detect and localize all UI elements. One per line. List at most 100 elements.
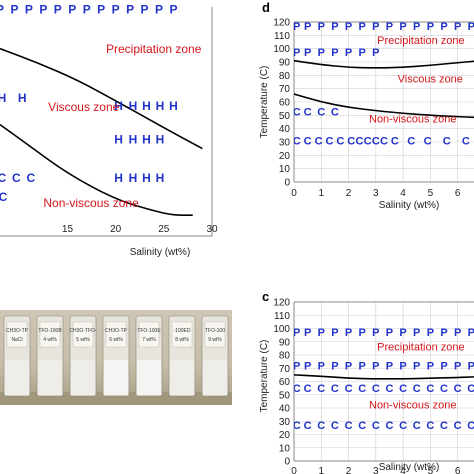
data-point-c: C [0, 190, 8, 204]
x-axis-label: Salinity (wt%) [379, 462, 440, 473]
data-point-h: H [129, 171, 138, 185]
data-point-p: P [97, 2, 105, 16]
data-point-p: P [372, 21, 379, 33]
phase-boundary-curve [0, 47, 203, 150]
data-point-c: C [413, 383, 421, 395]
vial-sticker [204, 321, 226, 348]
data-point-p: P [468, 327, 474, 339]
data-point-c: C [27, 171, 36, 185]
x-tick-label: 0 [291, 466, 297, 474]
data-point-c: C [380, 136, 388, 148]
vial: TFO-100B 4 wt% [36, 315, 64, 397]
data-point-h: H [156, 171, 165, 185]
data-point-c: C [364, 136, 372, 148]
data-point-p: P [169, 2, 177, 16]
vial-label-name: TFO-100B [38, 328, 62, 334]
data-point-p: P [399, 21, 406, 33]
data-point-p: P [454, 21, 461, 33]
data-point-p: P [126, 2, 134, 16]
vial-sticker [72, 321, 94, 348]
x-tick-label: 6 [455, 466, 461, 474]
y-tick-label: 0 [284, 457, 290, 468]
vial-liquid [5, 360, 29, 395]
data-point-h: H [142, 99, 151, 113]
data-point-h: H [169, 99, 178, 113]
data-point-p: P [318, 327, 325, 339]
data-point-p: P [141, 2, 149, 16]
data-point-p: P [68, 2, 76, 16]
data-point-c: C [372, 383, 380, 395]
data-point-c: C [304, 136, 312, 148]
data-point-p: P [386, 21, 393, 33]
data-point-p: P [440, 361, 447, 373]
data-point-p: P [372, 47, 379, 59]
y-tick-label: 70 [279, 84, 291, 95]
x-axis-label: Salinity (wt%) [130, 247, 191, 258]
data-point-p: P [468, 361, 474, 373]
y-tick-label: 100 [273, 324, 290, 335]
data-point-c: C [293, 136, 301, 148]
data-point-p: P [293, 21, 300, 33]
data-point-c: C [467, 383, 474, 395]
data-point-p: P [468, 21, 474, 33]
y-tick-label: 40 [279, 124, 291, 135]
data-point-p: P [359, 21, 366, 33]
vial-sticker [171, 321, 193, 348]
vial: CH3O-TFO- 5 wt% [69, 315, 97, 397]
data-point-c: C [293, 383, 301, 395]
plot-area: PPPPPPPPPPPPPHHHHHHHHHHHHHHHCCCCPrecipit… [0, 2, 203, 216]
data-point-h: H [142, 171, 151, 185]
data-point-c: C [331, 420, 339, 432]
data-point-c: C [345, 383, 353, 395]
vial-label-concentration: NaCl [11, 337, 22, 343]
vial: CH3O-TP 6 wt% [102, 315, 130, 397]
vial: -100ED 8 wt% [168, 315, 196, 397]
vial-label-concentration: 7 wt% [142, 337, 156, 343]
plot-area: P P P P P P P P P P P P P PP P P P P P PC C C CC C C C C C C C C C C C C C C… [293, 21, 474, 148]
vial-label-concentration: 4 wt% [43, 337, 57, 343]
x-tick-label: 2 [346, 188, 352, 199]
x-tick-label: 1 [318, 188, 324, 199]
y-tick-label: 0 [284, 178, 290, 189]
data-point-p: P [399, 327, 406, 339]
y-tick-label: 20 [279, 151, 291, 162]
data-point-p: P [386, 327, 393, 339]
y-axis-label: Temperature (C) [259, 66, 270, 139]
y-tick-label: 90 [279, 337, 291, 348]
data-point-p: P [345, 47, 352, 59]
data-point-c: C [443, 136, 451, 148]
data-point-c: C [399, 420, 407, 432]
y-tick-label: 80 [279, 351, 291, 362]
data-point-p: P [293, 327, 300, 339]
data-point-p: P [454, 361, 461, 373]
data-point-c: C [454, 420, 462, 432]
vial-sticker [105, 321, 127, 348]
data-point-p: P [345, 361, 352, 373]
data-point-p: P [413, 361, 420, 373]
y-tick-label: 60 [279, 377, 291, 388]
data-point-p: P [331, 21, 338, 33]
data-point-p: P [359, 327, 366, 339]
data-point-c: C [325, 136, 333, 148]
data-point-h: H [156, 133, 165, 147]
vial-sticker [138, 321, 160, 348]
data-point-p: P [25, 2, 33, 16]
vial-label-concentration: 8 wt% [175, 337, 189, 343]
y-tick-label: 70 [279, 364, 291, 375]
vial: TFO-100 9 wt% [201, 315, 229, 397]
x-tick-label: 25 [158, 224, 170, 235]
data-point-c: C [413, 420, 421, 432]
data-point-c: C [331, 383, 339, 395]
data-point-p: P [304, 327, 311, 339]
data-point-p: P [359, 361, 366, 373]
data-point-p: P [345, 327, 352, 339]
phase-boundary-curve [294, 374, 474, 380]
vial-label-concentration: 6 wt% [109, 337, 123, 343]
data-point-c: C [440, 420, 448, 432]
x-tick-label: 3 [373, 188, 379, 199]
data-point-c: C [317, 106, 325, 118]
data-point-c: C [304, 420, 312, 432]
data-point-h: H [114, 99, 123, 113]
y-tick-label: 120 [273, 18, 290, 29]
vial: TFO-100E 7 wt% [135, 315, 163, 397]
